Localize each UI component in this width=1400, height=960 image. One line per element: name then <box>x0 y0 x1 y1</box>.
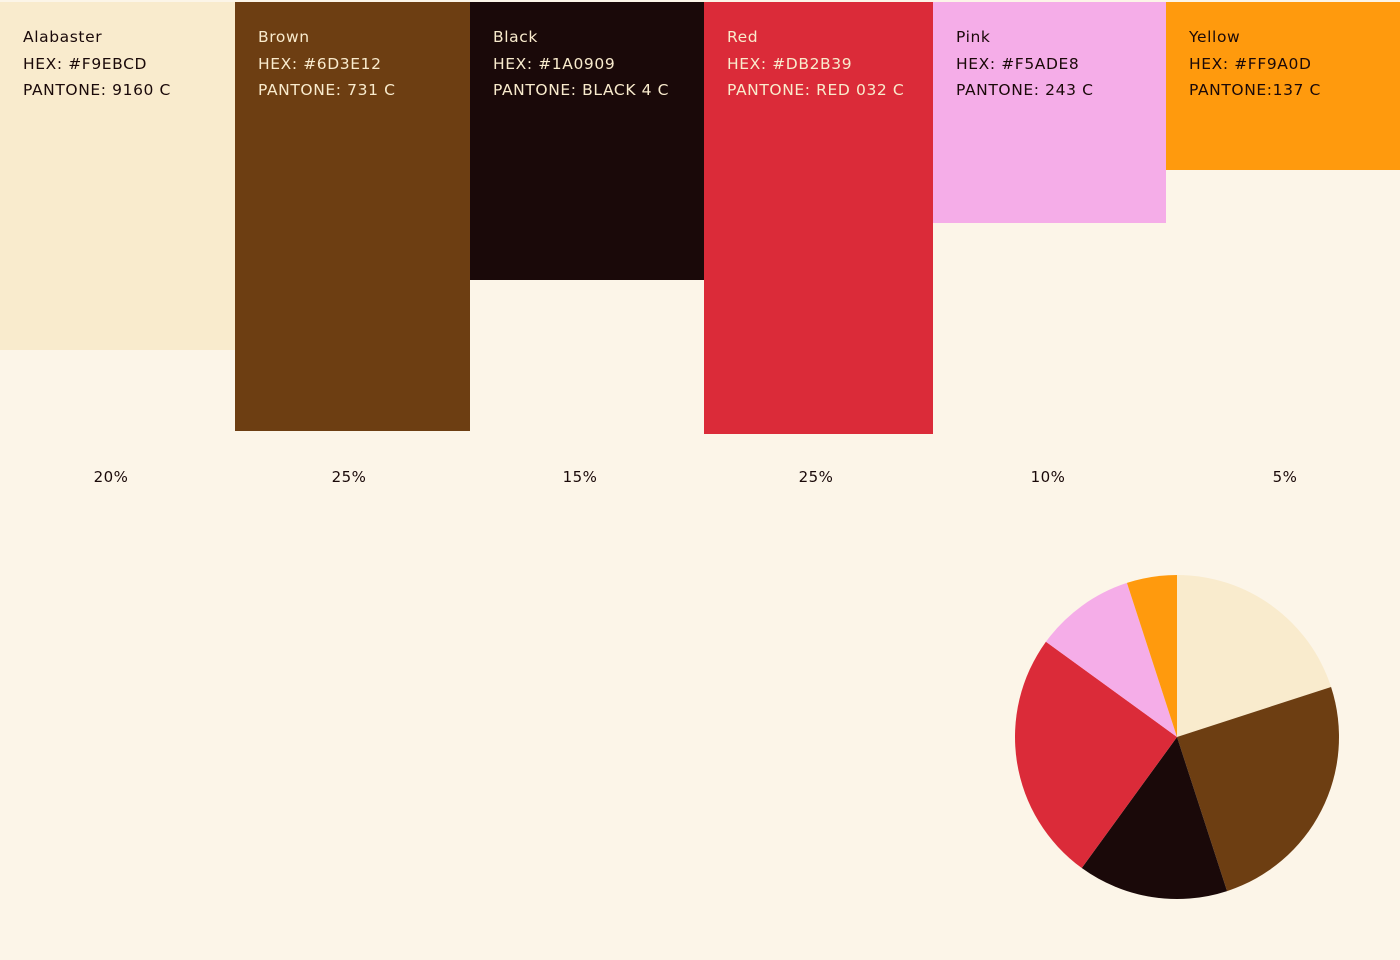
swatch-name: Black <box>493 28 538 46</box>
swatch-name: Yellow <box>1189 28 1241 46</box>
swatch-hex: HEX: #F9EBCD <box>23 54 148 73</box>
swatch-alabaster: Alabaster HEX: #F9EBCD PANTONE: 9160 C <box>0 2 235 350</box>
swatch-pantone: PANTONE:137 C <box>1189 81 1321 99</box>
percent-label-alabaster: 20% <box>93 468 129 486</box>
swatch-hex: HEX: #F5ADE8 <box>956 54 1080 73</box>
percent-label-red: 25% <box>798 468 834 486</box>
swatch-hex: HEX: #6D3E12 <box>258 54 382 73</box>
swatch-yellow: Yellow HEX: #FF9A0D PANTONE:137 C <box>1166 2 1400 170</box>
swatch-pantone: PANTONE: BLACK 4 C <box>493 81 670 99</box>
swatch-pantone: PANTONE: 9160 C <box>23 81 171 99</box>
pie-slice-alabaster <box>1177 575 1332 737</box>
swatch-name: Red <box>727 28 759 46</box>
swatch-pink: Pink HEX: #F5ADE8 PANTONE: 243 C <box>933 2 1166 223</box>
swatch-pantone: PANTONE: RED 032 C <box>727 81 905 99</box>
pie-slice-red <box>1015 641 1177 869</box>
swatch-hex: HEX: #FF9A0D <box>1189 54 1312 73</box>
swatch-name: Alabaster <box>23 28 103 46</box>
swatch-hex: HEX: #1A0909 <box>493 54 616 73</box>
percent-label-brown: 25% <box>331 468 367 486</box>
swatch-red: Red HEX: #DB2B39 PANTONE: RED 032 C <box>704 2 933 434</box>
swatch-hex: HEX: #DB2B39 <box>727 54 853 73</box>
pie-slice-pink <box>1045 582 1177 737</box>
pie-chart <box>1015 575 1339 899</box>
swatch-name: Pink <box>956 28 991 46</box>
swatch-pantone: PANTONE: 731 C <box>258 81 396 99</box>
swatch-brown: Brown HEX: #6D3E12 PANTONE: 731 C <box>235 2 470 431</box>
swatch-pantone: PANTONE: 243 C <box>956 81 1094 99</box>
swatch-name: Brown <box>258 28 310 46</box>
pie-slice-black <box>1081 737 1228 899</box>
percent-label-black: 15% <box>562 468 598 486</box>
swatch-black: Black HEX: #1A0909 PANTONE: BLACK 4 C <box>470 2 704 280</box>
percent-label-pink: 10% <box>1030 468 1066 486</box>
pie-slice-brown <box>1177 686 1339 892</box>
percent-label-yellow: 5% <box>1272 468 1298 486</box>
pie-slice-yellow <box>1126 575 1177 737</box>
